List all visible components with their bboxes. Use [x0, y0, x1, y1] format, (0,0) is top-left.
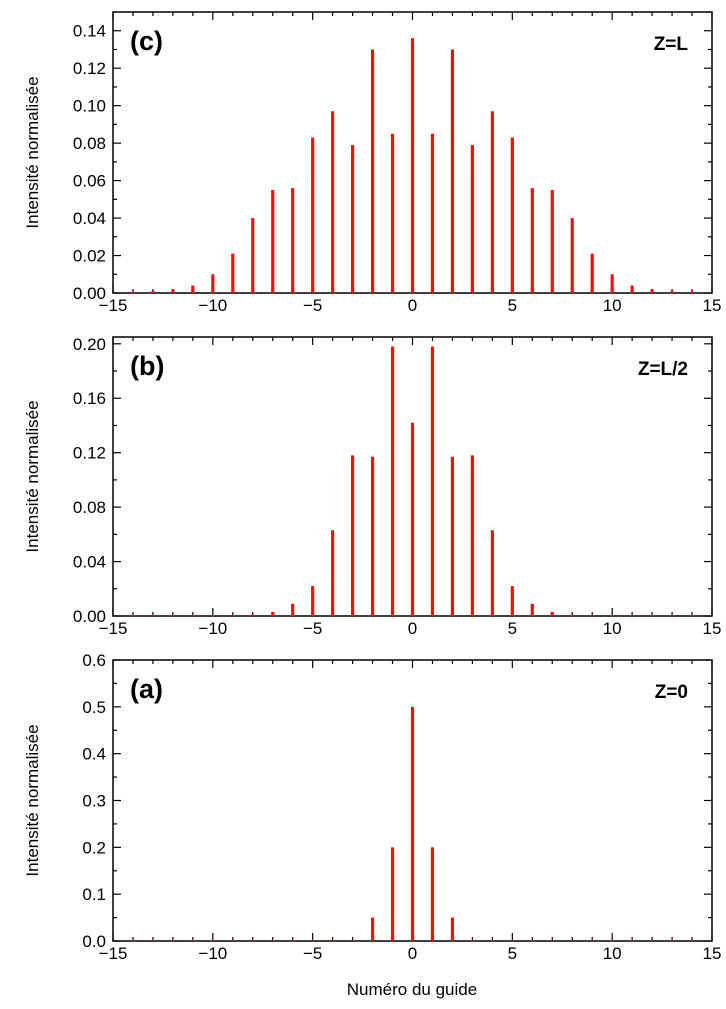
y-tick-label: 0.2: [82, 838, 106, 857]
y-tick-label: 0.08: [73, 134, 106, 153]
y-tick-label: 0.20: [73, 335, 106, 354]
x-tick-label: 0: [408, 296, 417, 315]
y-tick-label: 0.10: [73, 97, 106, 116]
x-tick-label: 0: [408, 619, 417, 638]
x-tick-label: −5: [303, 944, 322, 963]
y-tick-label: 0.12: [73, 444, 106, 463]
x-axis-label: Numéro du guide: [347, 980, 477, 999]
y-tick-label: 0.12: [73, 59, 106, 78]
x-tick-label: −15: [99, 944, 128, 963]
panel-annotation: Z=L/2: [638, 359, 688, 380]
y-tick-label: 0.4: [82, 745, 106, 764]
x-tick-label: 15: [703, 619, 722, 638]
panel-label: (a): [130, 674, 163, 704]
x-tick-label: −5: [303, 619, 322, 638]
panels: −15 −10 −5 0 5 10 150.000.020.040.060.080.100.…: [23, 11, 722, 963]
y-tick-label: 0.08: [73, 498, 106, 517]
y-tick-label: 0.16: [73, 389, 106, 408]
x-tick-label: 10: [603, 296, 622, 315]
x-tick-label: 5: [508, 296, 517, 315]
x-tick-label: 5: [508, 619, 517, 638]
y-tick-label: 0.00: [73, 607, 106, 626]
chart-panel: −15 −10 −5 0 5 10 15 0.00 0.02 0.04 0.06 0.08 0.10 0.…: [23, 11, 722, 315]
x-tick-label: 10: [603, 944, 622, 963]
panel-label: (c): [130, 26, 163, 56]
x-tick-label: −10: [198, 944, 227, 963]
y-tick-label: 0.02: [73, 247, 106, 266]
x-tick-label: 5: [508, 944, 517, 963]
y-axis-label: Intensité normalisée: [23, 76, 42, 228]
x-tick-label: −15: [99, 296, 128, 315]
y-tick-label: 0.6: [82, 651, 106, 670]
x-tick-label: −10: [198, 619, 227, 638]
y-tick-label: 0.14: [73, 22, 106, 41]
chart-panel: −15 −10 −5 0 5 10 15 0.0 0.1 0.2 0.3 0.4 0.5 0.6 (a) Z=…: [23, 651, 721, 963]
y-tick-label: 0.5: [82, 698, 106, 717]
x-tick-label: 10: [603, 619, 622, 638]
panel-annotation: Z=L: [654, 34, 689, 55]
y-tick-label: 0.06: [73, 172, 106, 191]
x-tick-label: 15: [703, 296, 722, 315]
y-tick-label: 0.1: [82, 885, 106, 904]
x-tick-label: −15: [99, 619, 128, 638]
x-tick-label: 15: [703, 944, 722, 963]
y-tick-label: 0.04: [73, 553, 106, 572]
y-tick-label: 0.3: [82, 792, 106, 811]
chart-panel: −15 −10 −5 0 5 10 15 0.00 0.04 0.08 0.12 0.16 0.20 (b…: [23, 335, 721, 638]
x-tick-label: 0: [408, 944, 417, 963]
y-tick-label: 0.0: [82, 932, 106, 951]
y-axis-label: Intensité normalisée: [23, 724, 42, 876]
y-tick-label: 0.04: [73, 209, 106, 228]
panel-label: (b): [130, 351, 164, 381]
panel-annotation: Z=0: [655, 682, 688, 703]
x-tick-label: −10: [198, 296, 227, 315]
y-tick-label: 0.00: [73, 284, 106, 303]
x-tick-label: −5: [303, 296, 322, 315]
y-axis-label: Intensité normalisée: [23, 400, 42, 552]
